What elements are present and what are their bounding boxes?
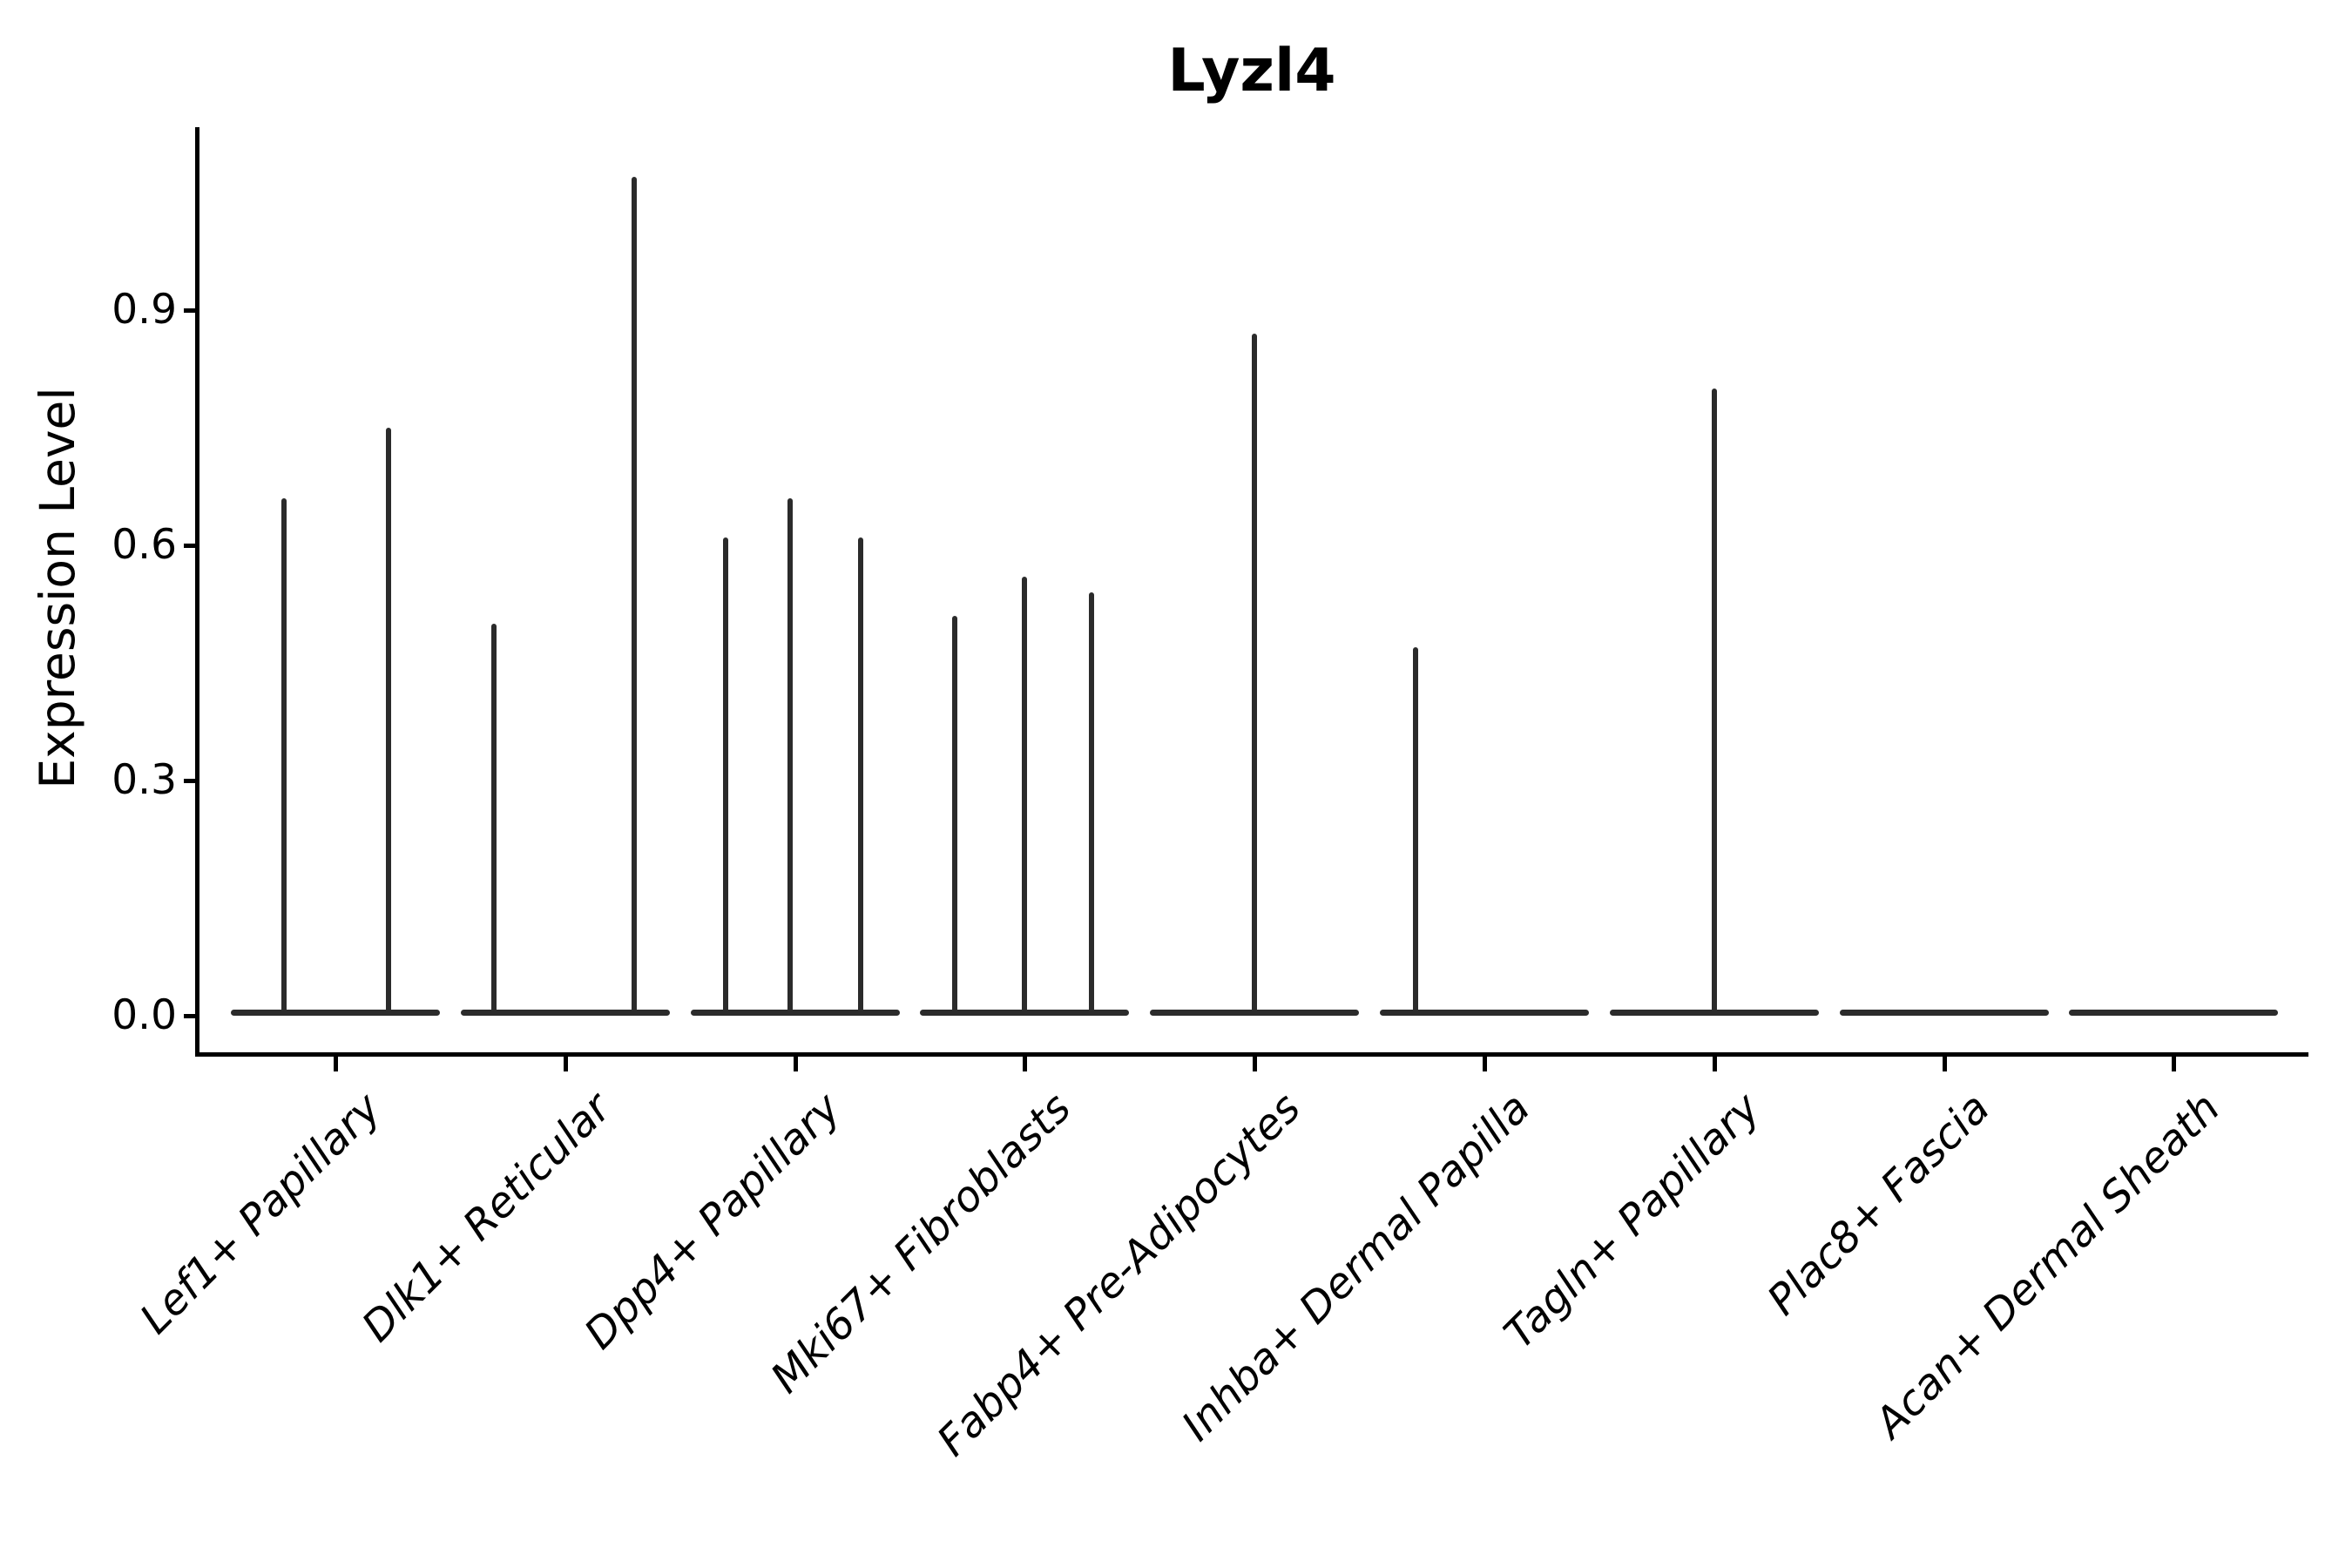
x-tick-mark [1483,1057,1487,1071]
violin-spike [631,177,637,1014]
violin-spike [1252,334,1258,1014]
violin-spike [1412,647,1418,1014]
x-tick-mark [563,1057,568,1071]
x-category-label: Plac8+ Fascia [1758,1084,2000,1325]
violin-spike [280,498,287,1014]
y-tick-label: 0.0 [112,991,177,1039]
x-tick-mark [1712,1057,1717,1071]
violin-spike [857,537,863,1014]
y-tick-label: 0.9 [112,286,177,334]
x-tick-mark [1942,1057,1947,1071]
violin-spike [491,624,497,1014]
x-tick-mark [1253,1057,1258,1071]
y-tick-mark [184,544,195,548]
y-axis-label: Expression Level [30,387,85,789]
y-tick-mark [184,1014,195,1018]
violin-baseline [230,1010,441,1016]
x-tick-mark [1023,1057,1028,1071]
violin-spike [1711,389,1717,1014]
violin-spike [1088,592,1094,1014]
violin-baseline [1379,1010,1590,1016]
violin-spike [951,616,957,1014]
x-category-label: Lef1+ Papillary [131,1084,391,1344]
violin-spike [385,428,391,1014]
violin-baseline [1839,1010,2049,1016]
y-axis-spine [195,127,199,1057]
x-category-label: Dpp4+ Papillary [575,1084,851,1359]
violin-spike [723,537,729,1014]
violin-baseline [690,1010,900,1016]
violin-baseline [460,1010,670,1016]
x-tick-mark [793,1057,798,1071]
x-axis-spine [195,1052,2308,1057]
violin-spike [1022,577,1028,1014]
plot-title: Lyzl4 [1167,37,1336,105]
y-tick-label: 0.6 [112,521,177,569]
y-tick-mark [184,779,195,783]
x-tick-mark [334,1057,338,1071]
x-category-label: Dlk1+ Reticular [353,1084,621,1352]
violin-spike [787,498,794,1014]
x-category-label: Fabp4+ Pre-Adipocytes [928,1084,1310,1466]
violin-baseline [2069,1010,2279,1016]
y-tick-mark [184,308,195,313]
x-tick-mark [2172,1057,2177,1071]
y-tick-label: 0.3 [112,756,177,804]
x-category-label: Tagln+ Papillary [1495,1084,1770,1359]
